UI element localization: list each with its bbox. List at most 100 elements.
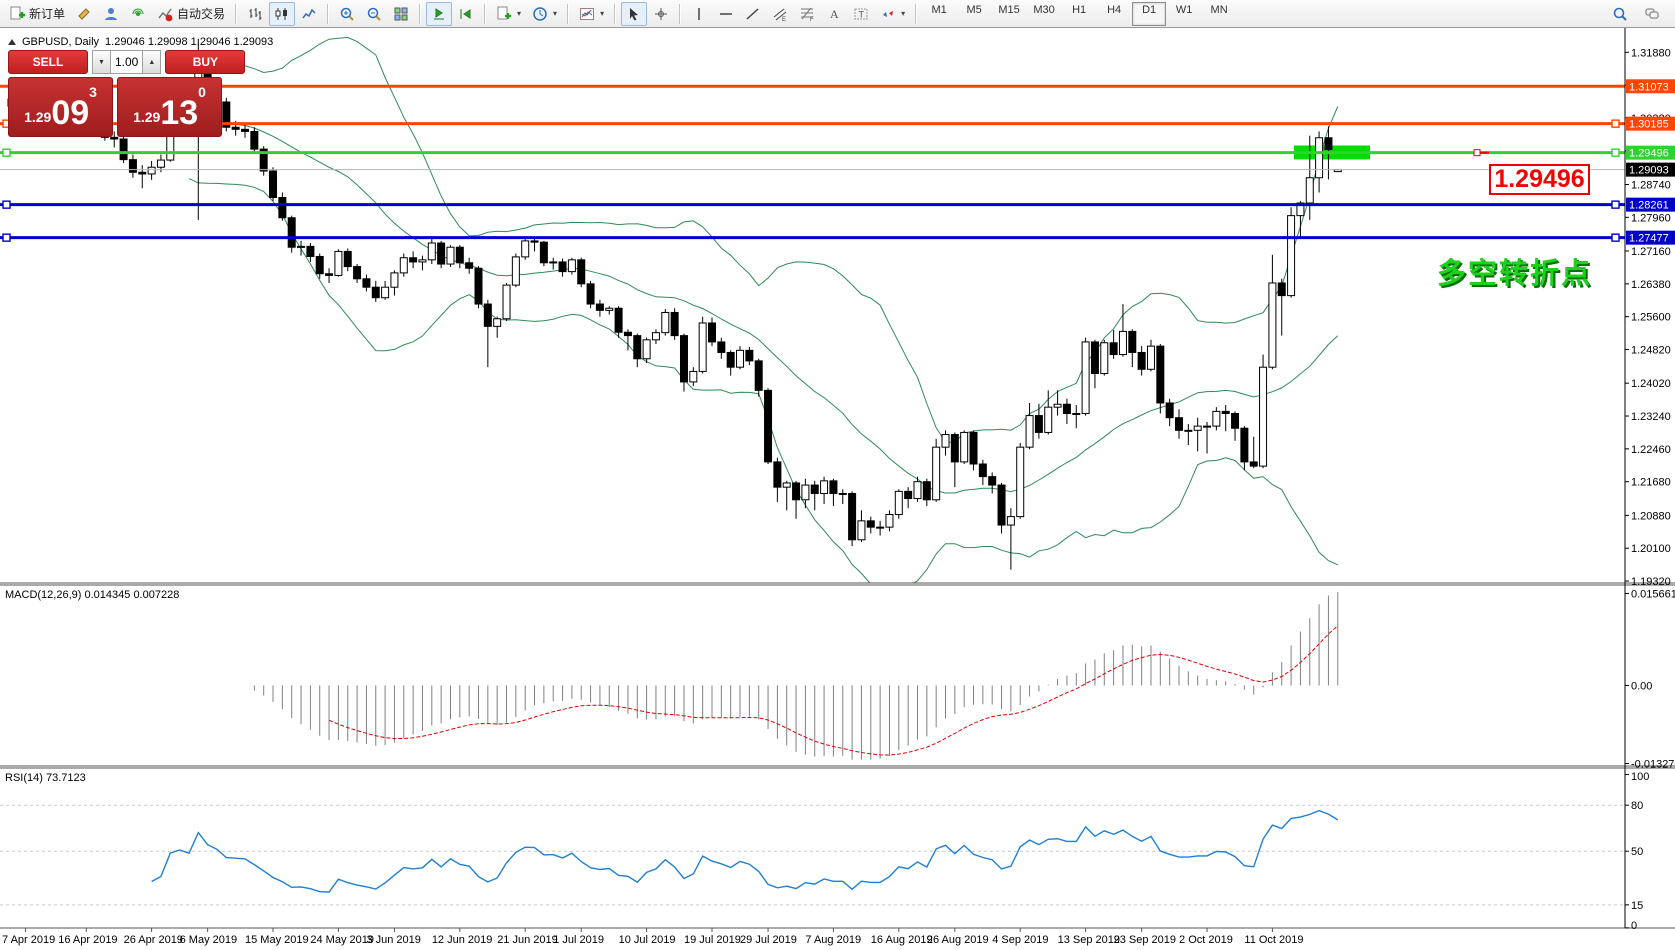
- axis-label-current[interactable]: [1626, 162, 1675, 177]
- chart-shift-button[interactable]: [453, 2, 479, 26]
- svg-text:15: 15: [1631, 900, 1643, 912]
- volume-input[interactable]: 1.00: [111, 50, 143, 74]
- cursor-button[interactable]: [621, 1, 648, 26]
- hline-button[interactable]: [713, 2, 739, 26]
- dropdown-caret-icon[interactable]: ▾: [600, 9, 605, 18]
- period-button[interactable]: ▾: [527, 2, 562, 26]
- rsi-panel: [0, 804, 1625, 906]
- sell-button[interactable]: SELL: [8, 50, 88, 74]
- volume-up-button[interactable]: ▲: [142, 50, 162, 74]
- svg-text:1.31073: 1.31073: [1629, 81, 1669, 93]
- zoom-in-icon: [339, 6, 355, 22]
- shapes-button[interactable]: ▾: [875, 2, 910, 26]
- styler-button[interactable]: [71, 2, 97, 26]
- macd-label: MACD(12,26,9) 0.014345 0.007228: [5, 589, 180, 601]
- search-button[interactable]: [1607, 2, 1633, 26]
- svg-text:100: 100: [1631, 771, 1649, 783]
- svg-text:1.29093: 1.29093: [1629, 165, 1669, 177]
- new-order-button[interactable]: 新订单: [4, 2, 70, 26]
- tile-windows-button[interactable]: [388, 2, 414, 26]
- toolbar-separator: [235, 3, 238, 24]
- trendline-button[interactable]: [740, 2, 766, 26]
- svg-text:2 Oct 2019: 2 Oct 2019: [1179, 934, 1233, 946]
- auto-scroll-button[interactable]: [426, 1, 453, 26]
- svg-text:1.27477: 1.27477: [1629, 233, 1669, 245]
- vline-icon: [691, 6, 707, 22]
- toolbar-separator: [327, 3, 330, 24]
- axis-label-1.27477[interactable]: [1626, 230, 1675, 245]
- signals-button[interactable]: [125, 2, 151, 26]
- svg-text:1.20880: 1.20880: [1631, 510, 1671, 522]
- svg-text:1.27160: 1.27160: [1631, 246, 1671, 258]
- crosshair-button[interactable]: [648, 2, 674, 26]
- timeframe-m1[interactable]: M1: [931, 3, 947, 16]
- zoom-out-button[interactable]: [361, 2, 387, 26]
- buy-quote[interactable]: 1.29 13 0: [117, 77, 222, 137]
- hline-handle[interactable]: [1611, 119, 1620, 128]
- sell-quote[interactable]: 1.29 09 3: [8, 77, 113, 137]
- chat-button[interactable]: [1639, 2, 1665, 26]
- svg-text:1.25600: 1.25600: [1631, 312, 1671, 324]
- vline-button[interactable]: [686, 2, 712, 26]
- rsi-label: RSI(14) 73.7123: [5, 772, 86, 784]
- timeframe-m30[interactable]: M30: [1033, 3, 1055, 16]
- dropdown-caret-icon[interactable]: ▾: [517, 9, 522, 18]
- styler-icon: [76, 6, 92, 22]
- svg-text:1.23240: 1.23240: [1631, 411, 1671, 423]
- callout-handle[interactable]: [1473, 149, 1481, 157]
- dropdown-caret-icon[interactable]: ▾: [553, 9, 558, 18]
- timeframe-m15[interactable]: M15: [998, 3, 1020, 16]
- svg-text:-0.013276: -0.013276: [1631, 759, 1675, 771]
- toolbar-separator: [419, 3, 422, 24]
- zoom-out-icon: [366, 6, 382, 22]
- svg-text:16 Apr 2019: 16 Apr 2019: [58, 934, 117, 946]
- timeframe-m5[interactable]: M5: [966, 3, 982, 16]
- axis-label-1.30185[interactable]: [1626, 116, 1675, 131]
- main-toolbar: 新订单 自动交易 ▾ ▾ ▾ E F A T ▾ M1 M5 M15 M30 H1 H4 D1 W1 MN: [0, 0, 1675, 28]
- toolbar-group: [242, 1, 322, 26]
- profile-icon: [103, 6, 119, 22]
- axis-label-1.29496[interactable]: [1626, 145, 1675, 160]
- text-label-button[interactable]: T: [848, 2, 874, 26]
- axis-label-1.28261[interactable]: [1626, 197, 1675, 212]
- new-order-label: 新订单: [29, 7, 66, 21]
- macd-signal-line: [328, 625, 1339, 756]
- hline-handle[interactable]: [2, 200, 11, 209]
- turning-point-note[interactable]: 多空转折点: [1437, 258, 1593, 290]
- profile-button[interactable]: [98, 2, 124, 26]
- collapse-triangle-icon[interactable]: [8, 39, 16, 45]
- volume-down-button[interactable]: ▼: [92, 50, 111, 74]
- bar-chart-button[interactable]: [242, 2, 268, 26]
- hline-handle[interactable]: [1611, 148, 1620, 157]
- buy-price-main: 13: [160, 94, 199, 132]
- toolbar-group: [621, 1, 674, 26]
- timeframe-h1[interactable]: H1: [1072, 3, 1087, 16]
- channel-button[interactable]: E: [767, 2, 793, 26]
- hline-handle[interactable]: [1611, 233, 1620, 242]
- indicators-button[interactable]: ▾: [574, 2, 609, 26]
- buy-button[interactable]: BUY: [165, 50, 246, 74]
- svg-text:19 Jul 2019: 19 Jul 2019: [684, 934, 741, 946]
- toolbar-right-icons: [1607, 2, 1671, 26]
- line-chart-button[interactable]: [296, 2, 322, 26]
- timeframe-h4[interactable]: H4: [1107, 3, 1122, 16]
- hline-handle[interactable]: [2, 233, 11, 242]
- timeframe-group: M1 M5 M15 M30 H1 H4 D1 W1 MN: [922, 1, 1236, 26]
- auto-scroll-icon: [431, 6, 447, 22]
- fibonacci-button[interactable]: F: [794, 2, 820, 26]
- timeframe-d1[interactable]: D1: [1132, 1, 1167, 26]
- volume-stepper: ▼ 1.00 ▲: [92, 50, 162, 74]
- dropdown-caret-icon[interactable]: ▾: [901, 9, 906, 18]
- timeframe-w1[interactable]: W1: [1175, 3, 1193, 16]
- zoom-in-button[interactable]: [334, 2, 360, 26]
- autotrading-button[interactable]: 自动交易: [152, 2, 230, 26]
- hline-handle[interactable]: [1611, 200, 1620, 209]
- new-template-button[interactable]: ▾: [491, 2, 526, 26]
- hline-handle[interactable]: [2, 148, 11, 157]
- text-label-icon: T: [853, 6, 869, 22]
- axis-label-1.31073[interactable]: [1626, 79, 1675, 94]
- text-button[interactable]: A: [821, 2, 847, 26]
- timeframe-mn[interactable]: MN: [1210, 3, 1228, 16]
- price-callout-label[interactable]: 1.29496: [1489, 164, 1590, 195]
- candle-chart-button[interactable]: [269, 1, 296, 26]
